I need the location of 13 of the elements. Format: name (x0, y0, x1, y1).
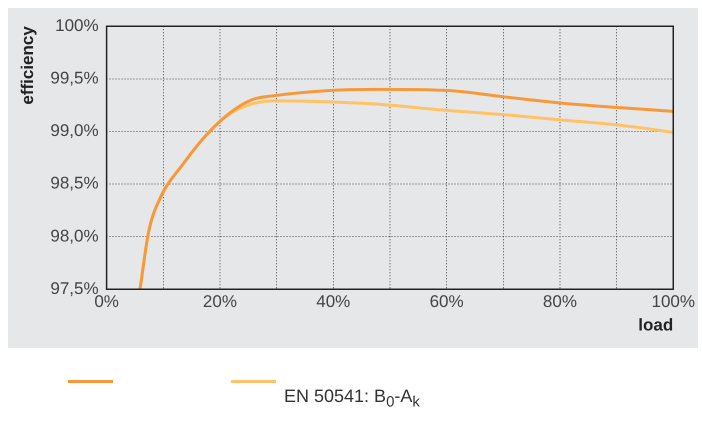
x-tick-label: 40% (316, 292, 350, 312)
y-tick-label: 99,0% (50, 121, 99, 140)
y-axis-title: efficiency (18, 26, 37, 105)
y-tick-label: 99,5% (50, 68, 99, 88)
y-tick-label: 100% (55, 16, 99, 35)
x-tick-label: 100% (652, 292, 695, 312)
y-tick-label: 98,5% (50, 174, 99, 193)
text: EN 50541: B$_{0}$-A$_{k}$ (284, 385, 420, 411)
y-tick-label: 98,0% (50, 226, 99, 246)
x-tick-label: 20% (202, 292, 237, 312)
x-axis-title: load (638, 315, 674, 334)
x-tick-label: 80% (542, 292, 577, 312)
x-tick-label: 60% (430, 292, 464, 312)
